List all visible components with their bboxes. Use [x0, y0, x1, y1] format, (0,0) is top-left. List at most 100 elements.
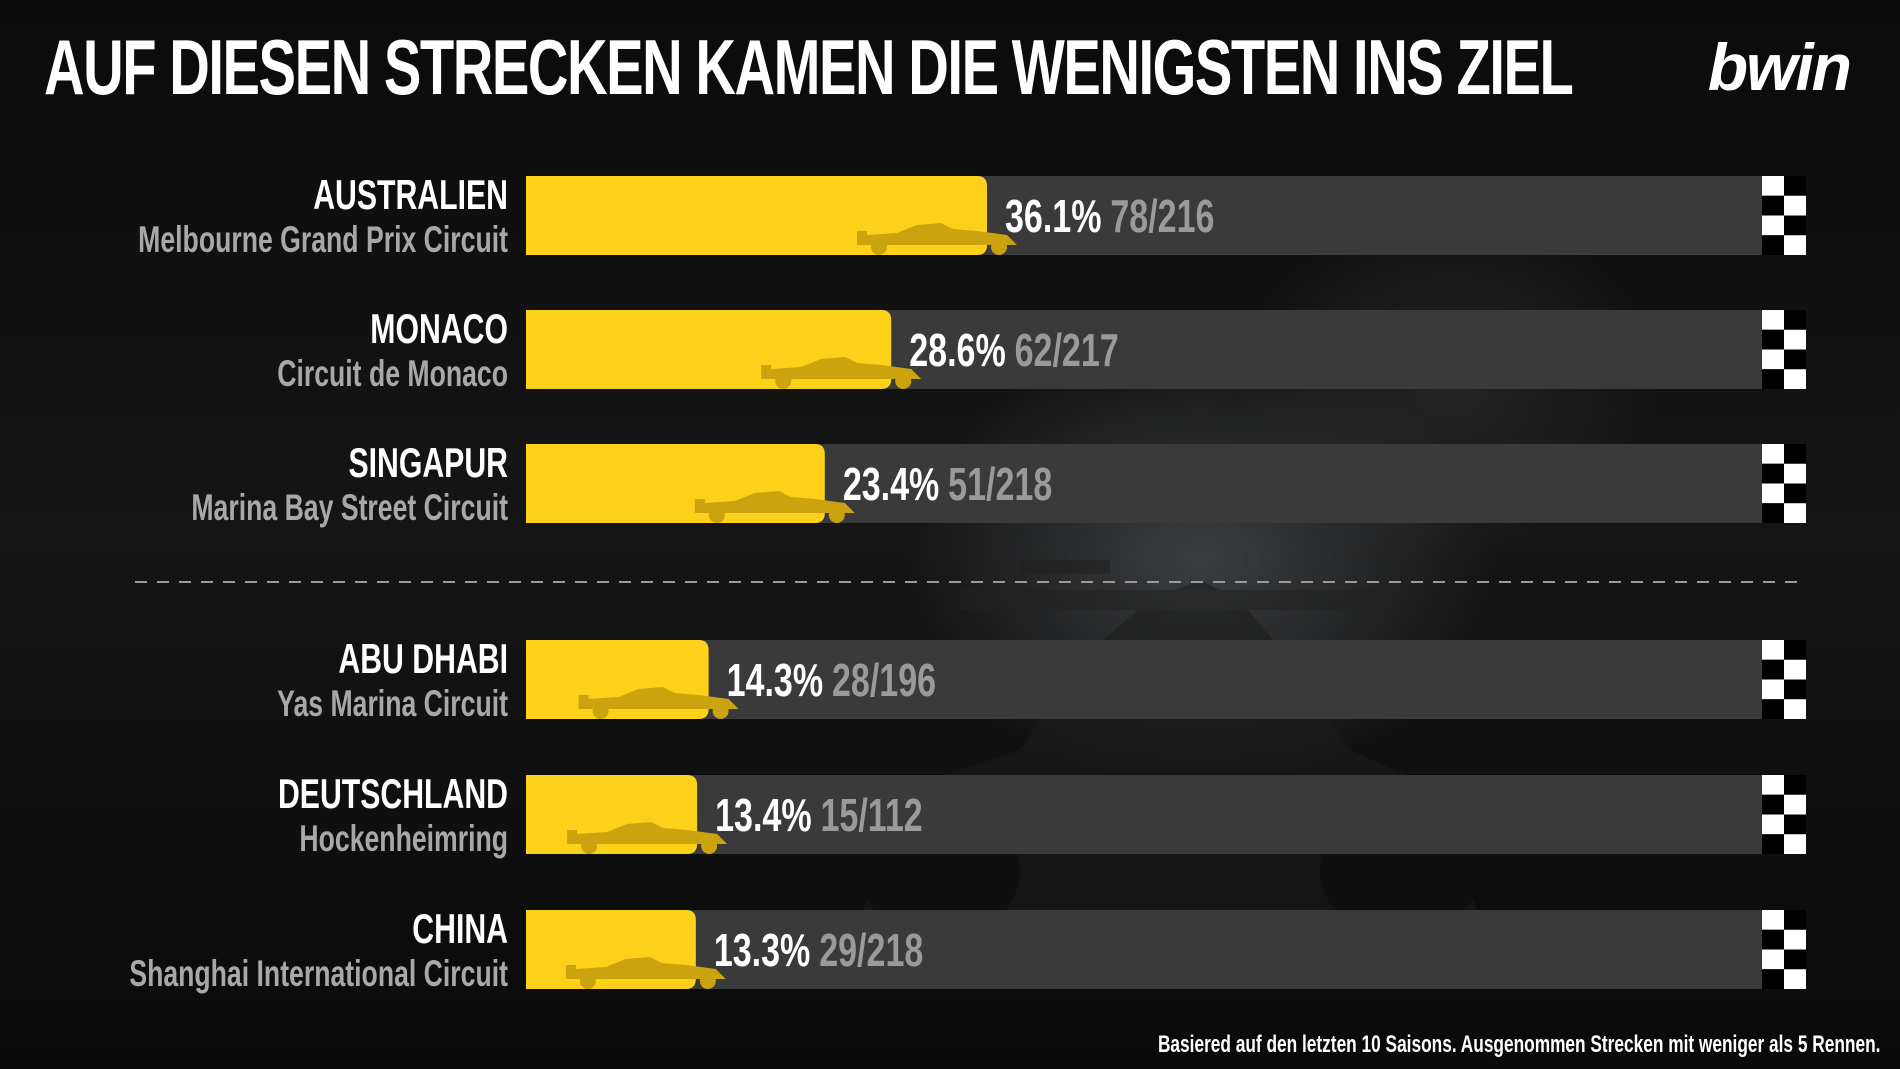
circuit-label: Melbourne Grand Prix Circuit: [138, 219, 508, 260]
circuit-label: Shanghai International Circuit: [129, 953, 508, 994]
flag-square: [1762, 463, 1784, 484]
flag-square: [1762, 195, 1784, 216]
car-body: [569, 822, 728, 844]
fraction-label: 29/218: [819, 924, 923, 976]
car-wheel: [579, 973, 596, 989]
flag-square: [1784, 176, 1806, 196]
bwin-logo[interactable]: bwin: [1707, 30, 1852, 104]
checkered-flag-icon: [1762, 910, 1806, 989]
flag-square: [1784, 310, 1806, 330]
car-body: [858, 223, 1017, 245]
flag-square: [1784, 910, 1806, 930]
f1-car-icon: [565, 957, 726, 989]
flag-square: [1762, 369, 1784, 389]
car-body: [696, 491, 855, 513]
flag-square: [1784, 794, 1806, 815]
checkered-flag-icon: [1762, 310, 1806, 389]
checkered-flag-icon: [1762, 775, 1806, 854]
value-label: 36.1% 78/216: [1005, 190, 1214, 242]
car-wheel: [990, 239, 1007, 255]
flag-square: [1784, 929, 1806, 950]
f1-car-icon: [761, 357, 922, 389]
percent-label: 13.4%: [715, 789, 811, 841]
circuit-label: Marina Bay Street Circuit: [191, 487, 508, 528]
flag-square: [1762, 329, 1784, 350]
percent-label: 14.3%: [727, 654, 823, 706]
value-label: 28.6% 62/217: [909, 324, 1118, 376]
car-wheel: [708, 507, 725, 523]
chart-title: AUF DIESEN STRECKEN KAMEN DIE WENIGSTEN …: [44, 23, 1574, 111]
flag-square: [1784, 503, 1806, 523]
flag-square: [1784, 814, 1806, 835]
footnote: Basiered auf den letzten 10 Saisons. Aus…: [1157, 1031, 1880, 1058]
country-label: CHINA: [412, 905, 508, 952]
flag-square: [1762, 349, 1784, 370]
flag-square: [1762, 775, 1784, 795]
car-rear-wing: [761, 365, 772, 379]
flag-square: [1762, 310, 1784, 330]
flag-square: [1784, 969, 1806, 989]
flag-square: [1762, 929, 1784, 950]
flag-square: [1762, 503, 1784, 523]
flag-square: [1762, 640, 1784, 660]
car-wheel: [592, 703, 609, 719]
car-wheel: [828, 507, 845, 523]
bar-track: [526, 910, 1764, 989]
checkered-flag-icon: [1762, 640, 1806, 719]
car-rear-wing: [856, 231, 867, 245]
country-label: SINGAPUR: [348, 439, 508, 486]
flag-square: [1784, 329, 1806, 350]
circuit-label: Hockenheimring: [299, 818, 508, 859]
flag-square: [1784, 483, 1806, 504]
flag-square: [1762, 814, 1784, 835]
flag-square: [1784, 640, 1806, 660]
percent-label: 23.4%: [843, 458, 939, 510]
bar-track: [526, 775, 1764, 854]
country-label: AUSTRALIEN: [313, 171, 508, 218]
car-rear-wing: [694, 499, 705, 513]
flag-square: [1762, 910, 1784, 930]
car-body: [763, 357, 922, 379]
fraction-label: 15/112: [820, 789, 922, 841]
flag-square: [1784, 444, 1806, 464]
car-rear-wing: [565, 965, 576, 979]
flag-square: [1762, 794, 1784, 815]
car-wheel: [775, 373, 792, 389]
car-rear-wing: [567, 830, 578, 844]
flag-square: [1762, 699, 1784, 719]
flag-square: [1784, 235, 1806, 255]
flag-square: [1762, 235, 1784, 255]
flag-square: [1784, 699, 1806, 719]
percent-label: 36.1%: [1005, 190, 1101, 242]
country-label: MONACO: [370, 305, 508, 352]
flag-square: [1784, 775, 1806, 795]
value-label: 14.3% 28/196: [727, 654, 936, 706]
checkered-flag-icon: [1762, 444, 1806, 523]
f1-car-icon: [567, 822, 728, 854]
car-wheel: [895, 373, 912, 389]
fraction-label: 28/196: [832, 654, 936, 706]
car-body: [580, 687, 739, 709]
circuit-label: Circuit de Monaco: [277, 353, 508, 394]
car-wheel: [701, 838, 718, 854]
value-label: 23.4% 51/218: [843, 458, 1052, 510]
flag-square: [1762, 176, 1784, 196]
flag-square: [1784, 659, 1806, 680]
f1-car-icon: [694, 491, 855, 523]
flag-square: [1762, 444, 1784, 464]
flag-square: [1784, 463, 1806, 484]
car-wheel: [712, 703, 729, 719]
car-wheel: [870, 239, 887, 255]
car-body: [567, 957, 726, 979]
flag-square: [1762, 949, 1784, 970]
flag-square: [1784, 949, 1806, 970]
flag-square: [1762, 679, 1784, 700]
f1-car-icon: [578, 687, 739, 719]
flag-square: [1784, 215, 1806, 236]
car-rear-wing: [578, 695, 589, 709]
flag-square: [1762, 969, 1784, 989]
